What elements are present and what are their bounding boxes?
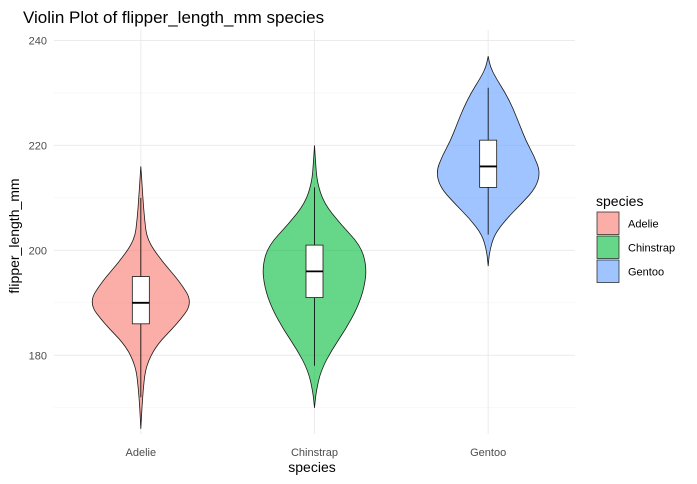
y-tick-label: 220	[29, 140, 47, 152]
legend-label-gentoo: Gentoo	[628, 266, 664, 278]
legend-key-adelie	[596, 211, 620, 235]
legend-key-gentoo	[596, 259, 620, 283]
legend: species Adelie Chinstrap Gentoo	[596, 193, 675, 283]
chart-title: Violin Plot of flipper_length_mm species	[23, 8, 324, 27]
x-axis-title: species	[288, 459, 335, 475]
legend-label-chinstrap: Chinstrap	[628, 242, 675, 254]
boxplots	[131, 87, 498, 398]
y-axis-ticks: 180 200 220 240	[29, 35, 47, 362]
box-gentoo	[479, 139, 498, 188]
box-adelie	[131, 276, 150, 325]
x-tick-label: Adelie	[126, 447, 157, 459]
legend-title: species	[596, 193, 643, 209]
y-tick-label: 180	[29, 350, 47, 362]
x-tick-label: Gentoo	[470, 447, 506, 459]
x-tick-label: Chinstrap	[291, 447, 338, 459]
y-axis-title: flipper_length_mm	[6, 178, 22, 293]
y-tick-label: 200	[29, 245, 47, 257]
legend-key-chinstrap	[596, 235, 620, 259]
violins	[91, 56, 540, 429]
x-axis-ticks: Adelie Chinstrap Gentoo	[126, 447, 507, 459]
y-tick-label: 240	[29, 35, 47, 47]
legend-label-adelie: Adelie	[628, 218, 659, 230]
